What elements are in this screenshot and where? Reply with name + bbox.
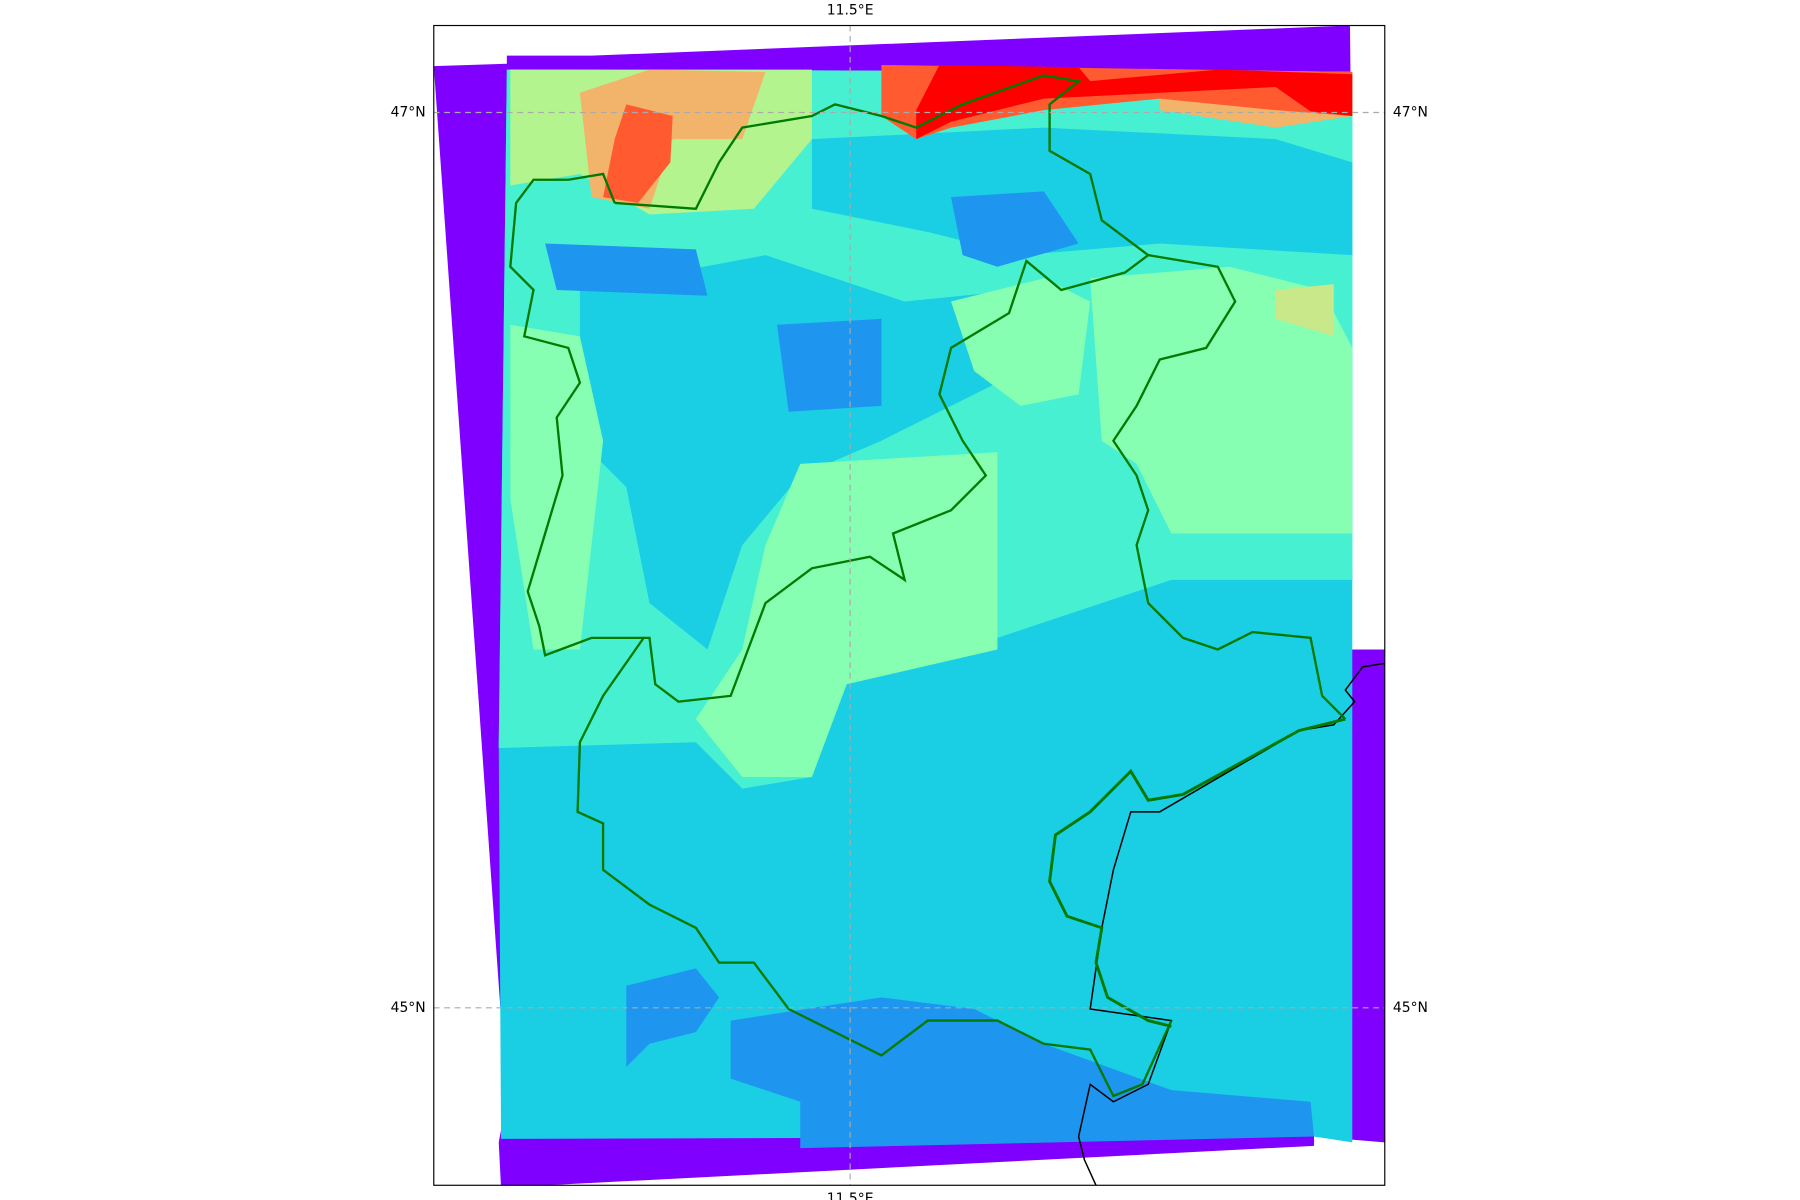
raster-peak xyxy=(603,104,673,203)
map-frame xyxy=(433,24,1386,1186)
gridlines xyxy=(433,25,1385,1186)
lat-label: 45°N xyxy=(391,1000,426,1016)
raster-green xyxy=(1090,266,1353,534)
coastline xyxy=(1077,662,1385,1186)
raster-blue xyxy=(951,191,1079,267)
raster-green xyxy=(951,278,1091,406)
lat-label: 45°N xyxy=(1393,1000,1428,1016)
region-border xyxy=(509,172,1347,720)
lat-label: 47°N xyxy=(391,104,426,120)
raster-blue xyxy=(777,318,882,412)
raster-blue xyxy=(545,243,708,296)
lon-label: 11.5°E xyxy=(827,2,874,18)
region-border xyxy=(576,637,1173,1098)
region-border xyxy=(614,74,1149,257)
raster xyxy=(433,25,1385,1186)
lat-label: 47°N xyxy=(1393,104,1428,120)
raster-blue xyxy=(730,997,1315,1149)
lagoon-border xyxy=(1048,717,1346,1028)
lon-label: 11.5°E xyxy=(827,1191,874,1200)
raster-high xyxy=(1275,284,1334,337)
raster-valley xyxy=(579,255,1021,650)
raster-valley xyxy=(811,127,1353,256)
raster-blue xyxy=(626,968,720,1067)
raster-peak xyxy=(916,64,1353,140)
raster-green xyxy=(695,452,998,778)
